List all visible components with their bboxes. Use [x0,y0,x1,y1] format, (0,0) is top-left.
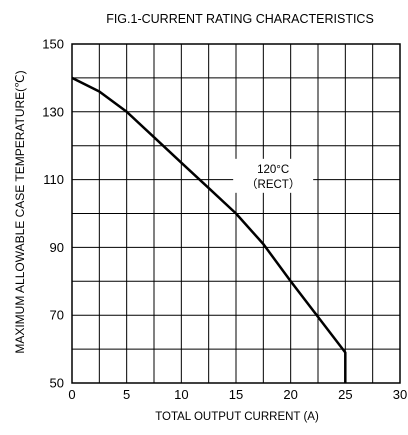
y-axis-title: MAXIMUM ALLOWABLE CASE TEMPERATURE(℃) [13,70,27,353]
x-tick-label: 15 [229,387,243,402]
x-tick-label: 20 [283,387,297,402]
y-tick-label: 130 [42,104,64,119]
annotation-line1: 120°C [257,164,289,176]
plot-frame [71,43,401,384]
x-tick-label: 10 [174,387,188,402]
annotation-line2: （RECT） [246,178,300,191]
curve-annotation: 120°C （RECT） [233,158,314,193]
x-tick-label: 30 [393,387,407,402]
x-tick-label: 25 [338,387,352,402]
x-tick-labels: 0 5 10 15 20 25 30 [68,387,407,402]
y-tick-label: 90 [50,240,64,255]
annotation-layer: 120°C （RECT） [233,158,314,193]
series-layer [71,76,347,383]
annotation-background [233,158,314,193]
y-tick-labels: 50 70 90 110 130 150 [42,37,64,391]
y-tick-label: 50 [50,376,64,391]
y-tick-label: 110 [43,172,64,187]
x-axis-title: TOTAL OUTPUT CURRENT (A) [155,411,319,423]
y-tick-label: 150 [42,37,64,52]
x-tick-label: 5 [123,387,130,402]
chart-title: FIG.1-CURRENT RATING CHARACTERISTICS [106,12,374,26]
y-tick-label: 70 [50,308,64,323]
series-line [71,76,347,383]
x-tick-label: 0 [68,387,75,402]
